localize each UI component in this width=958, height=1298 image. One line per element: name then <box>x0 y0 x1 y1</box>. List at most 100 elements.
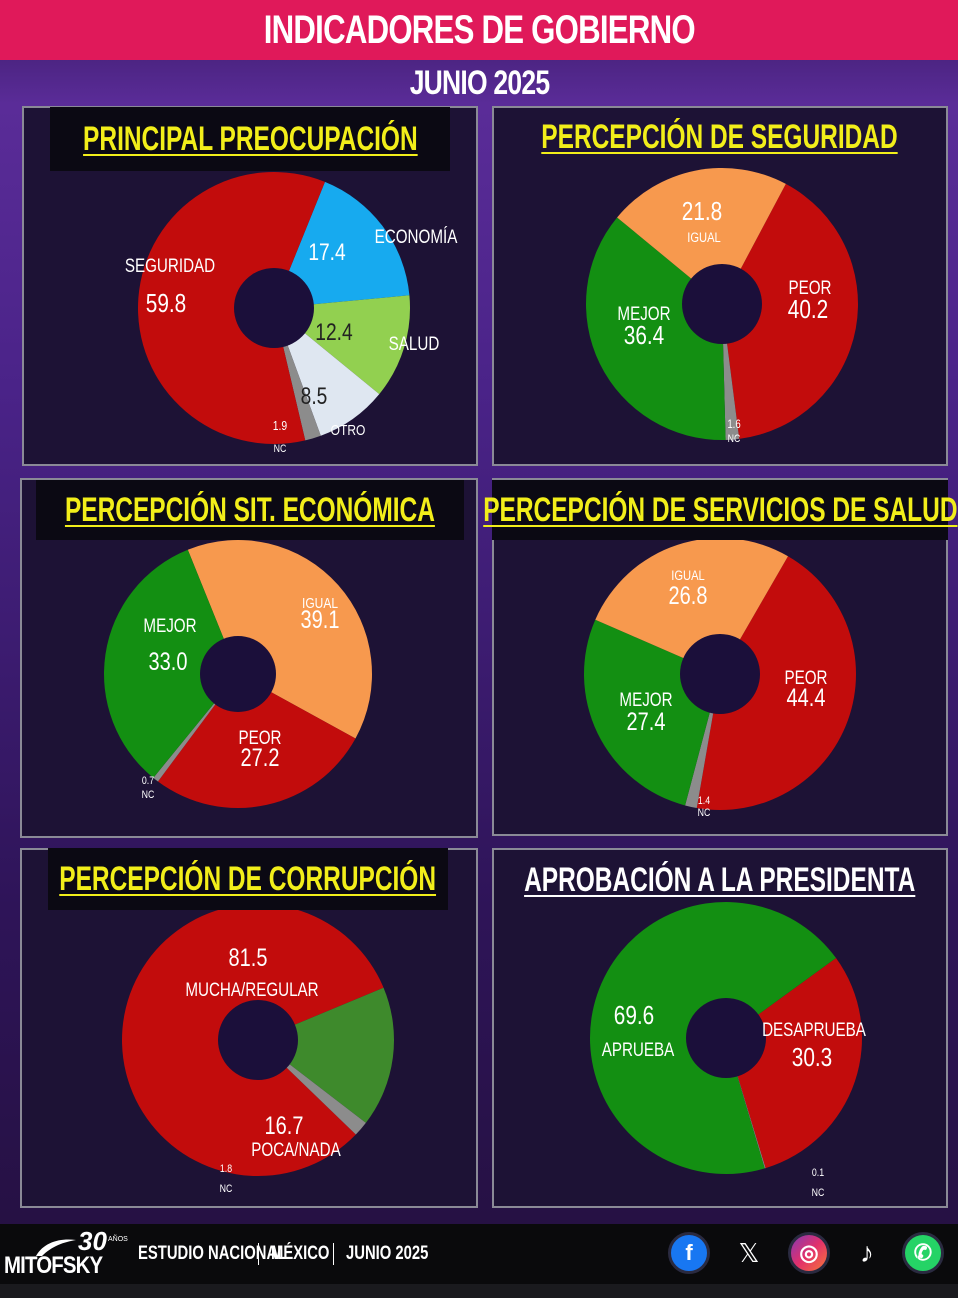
donut-hole <box>234 268 314 348</box>
tiktok-icon[interactable]: ♪ <box>846 1232 888 1274</box>
slice-category-label: MEJOR <box>143 614 196 636</box>
panel-title-principal-preocupacion: PRINCIPAL PREOCUPACIÓN <box>50 107 450 171</box>
slice-value-label: 39.1 <box>301 606 340 634</box>
chart-title: APROBACIÓN A LA PRESIDENTA <box>524 860 916 899</box>
slice-category-label: NC <box>220 1183 233 1195</box>
slice-category-label: IGUAL <box>302 595 338 612</box>
slice-econom-a <box>274 181 410 308</box>
slice-category-label: OTRO <box>331 422 366 439</box>
panel-title-percepcion-servicios-salud: PERCEPCIÓN DE SERVICIOS DE SALUD <box>483 480 957 540</box>
slice-value-label: 33.0 <box>149 648 188 676</box>
footer-separator <box>258 1243 259 1265</box>
slice-category-label: IGUAL <box>687 230 721 245</box>
page-title: INDICADORES DE GOBIERNO <box>263 7 695 52</box>
slice-value-label: 69.6 <box>614 1001 654 1030</box>
chart-title: PERCEPCIÓN DE CORRUPCIÓN <box>59 859 437 898</box>
donut-hole <box>680 634 760 714</box>
slice-value-label: 16.7 <box>265 1112 304 1140</box>
slice-value-label: 40.2 <box>788 295 828 324</box>
slice-value-label: 36.4 <box>624 321 664 350</box>
slice-value-label: 17.4 <box>308 238 345 266</box>
slice-otro <box>274 308 380 436</box>
slice-igual <box>187 540 372 739</box>
slice-value-label: 12.4 <box>315 318 352 346</box>
panel-title-percepcion-corrupcion: PERCEPCIÓN DE CORRUPCIÓN <box>48 848 448 910</box>
chart-title: PERCEPCIÓN DE SEGURIDAD <box>540 117 898 156</box>
donut-hole <box>682 264 762 344</box>
slice-category-label: NC <box>142 789 155 801</box>
slice-mejor <box>104 549 238 778</box>
slice-category-label: MUCHA/REGULAR <box>185 978 318 1000</box>
slice-category-label: PEOR <box>238 726 281 748</box>
slice-category-label: NC <box>698 807 711 819</box>
panel-title-aprobacion-presidenta: APROBACIÓN A LA PRESIDENTA <box>500 850 940 910</box>
facebook-glyph: f <box>685 1240 693 1265</box>
slice-value-label: 1.6 <box>727 418 740 431</box>
slice-category-label: POCA/NADA <box>251 1138 341 1160</box>
logo-years: 30 <box>78 1226 107 1256</box>
slice-igual <box>617 168 786 304</box>
slice-mejor <box>586 217 726 440</box>
slice-category-label: NC <box>812 1187 825 1199</box>
slice-value-label: 1.4 <box>698 795 711 807</box>
donut-hole <box>218 1000 298 1080</box>
slice-value-label: 1.8 <box>220 1163 233 1175</box>
header-bar: INDICADORES DE GOBIERNO <box>0 0 958 60</box>
slice-value-label: 44.4 <box>787 684 826 712</box>
tiktok-glyph: ♪ <box>860 1237 874 1268</box>
mitofsky-logo: 30 AÑOS MITOFSKY <box>4 1226 128 1282</box>
slice-igual <box>595 538 788 674</box>
donut-hole <box>200 636 276 712</box>
logo-years-word: AÑOS <box>108 1236 128 1243</box>
slice-value-label: 0.1 <box>812 1167 825 1179</box>
slice-value-label: 81.5 <box>229 944 268 972</box>
slice-value-label: 21.8 <box>682 197 722 226</box>
footer-item-estudio: ESTUDIO NACIONAL <box>138 1243 287 1264</box>
slice-category-label: NC <box>728 433 741 445</box>
slice-category-label: IGUAL <box>671 568 705 583</box>
slice-category-label: MEJOR <box>617 302 670 324</box>
instagram-icon[interactable]: ◎ <box>788 1232 830 1274</box>
whatsapp-glyph: ✆ <box>913 1240 933 1265</box>
slice-category-label: SEGURIDAD <box>125 254 215 276</box>
slice-value-label: 30.3 <box>792 1043 832 1072</box>
footer-item-pais: MÉXICO <box>271 1243 330 1264</box>
slice-value-label: 1.9 <box>273 419 287 433</box>
slice-value-label: 0.7 <box>142 775 155 787</box>
slice-category-label: SALUD <box>389 332 440 354</box>
chart-title: PERCEPCIÓN SIT. ECONÓMICA <box>65 490 435 529</box>
logo-name: MITOFSKY <box>4 1252 103 1279</box>
slice-value-label: 26.8 <box>669 582 708 610</box>
slice-category-label: APRUEBA <box>602 1038 675 1060</box>
panel-title-percepcion-seguridad: PERCEPCIÓN DE SEGURIDAD <box>526 107 912 167</box>
slice-value-label: 27.4 <box>627 708 666 736</box>
x-icon[interactable]: 𝕏 <box>728 1232 770 1274</box>
slice-peor <box>722 183 858 439</box>
logo-swoosh-icon <box>36 1239 76 1256</box>
slice-category-label: NC <box>274 443 287 455</box>
footer-strip <box>0 1284 958 1298</box>
subtitle-bar: JUNIO 2025 <box>0 62 958 104</box>
pie-chart-aprobacion-presidenta: 30.3 DESAPRUEBA 0.1 NC 69.6 APRUEBA <box>590 902 866 1199</box>
slice-category-label: DESAPRUEBA <box>762 1018 866 1040</box>
slice-seguridad <box>138 172 325 444</box>
slice-desaprueba <box>726 958 862 1169</box>
panel-aprobacion-presidenta: 30.3 DESAPRUEBA 0.1 NC 69.6 APRUEBA <box>492 848 948 1208</box>
slice-category-label: PEOR <box>784 666 827 688</box>
slice-category-label: MEJOR <box>619 688 672 710</box>
slice-poca-nada <box>258 987 394 1123</box>
footer-info: ESTUDIO NACIONAL MÉXICO JUNIO 2025 <box>138 1240 436 1268</box>
facebook-icon[interactable]: f <box>668 1232 710 1274</box>
whatsapp-icon[interactable]: ✆ <box>902 1232 944 1274</box>
page-subtitle: JUNIO 2025 <box>409 63 549 102</box>
panel-percepcion-seguridad: 40.2 PEOR 1.6 NC 36.4 MEJOR 21.8 IGUAL <box>492 106 948 466</box>
panel-title-percepcion-sit-economica: PERCEPCIÓN SIT. ECONÓMICA <box>36 480 464 540</box>
chart-title: PRINCIPAL PREOCUPACIÓN <box>82 119 418 158</box>
donut-hole <box>686 998 766 1078</box>
